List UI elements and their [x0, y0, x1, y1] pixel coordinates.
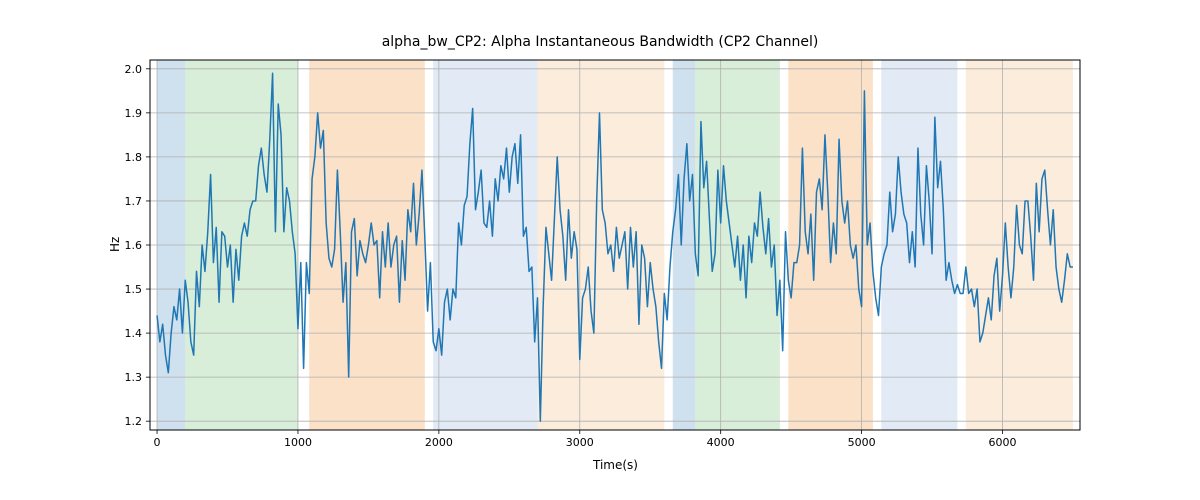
y-tick-label: 1.7: [125, 195, 143, 208]
y-tick-label: 1.2: [125, 415, 143, 428]
y-tick-label: 1.9: [125, 107, 143, 120]
y-tick-label: 2.0: [125, 63, 143, 76]
y-tick-label: 1.8: [125, 151, 143, 164]
x-tick-label: 0: [154, 436, 161, 449]
y-tick-label: 1.4: [125, 327, 143, 340]
x-tick-label: 4000: [707, 436, 735, 449]
x-tick-label: 6000: [989, 436, 1017, 449]
chart-container: alpha_bw_CP2: Alpha Instantaneous Bandwi…: [0, 0, 1200, 500]
chart-title: alpha_bw_CP2: Alpha Instantaneous Bandwi…: [0, 34, 1200, 50]
y-tick-label: 1.5: [125, 283, 143, 296]
y-axis-label: Hz: [108, 237, 122, 252]
x-tick-label: 3000: [566, 436, 594, 449]
chart-plot-area: 0 1000 2000 3000 4000 5000 6000 1.2 1.3 1.4 1.5 1.6…: [0, 0, 1200, 500]
x-axis-label: Time(s): [593, 458, 638, 472]
x-tick-label: 2000: [425, 436, 453, 449]
y-tick-label: 1.3: [125, 371, 143, 384]
x-tick-label: 5000: [848, 436, 876, 449]
y-tick-label: 1.6: [125, 239, 143, 252]
x-tick-label: 1000: [284, 436, 312, 449]
